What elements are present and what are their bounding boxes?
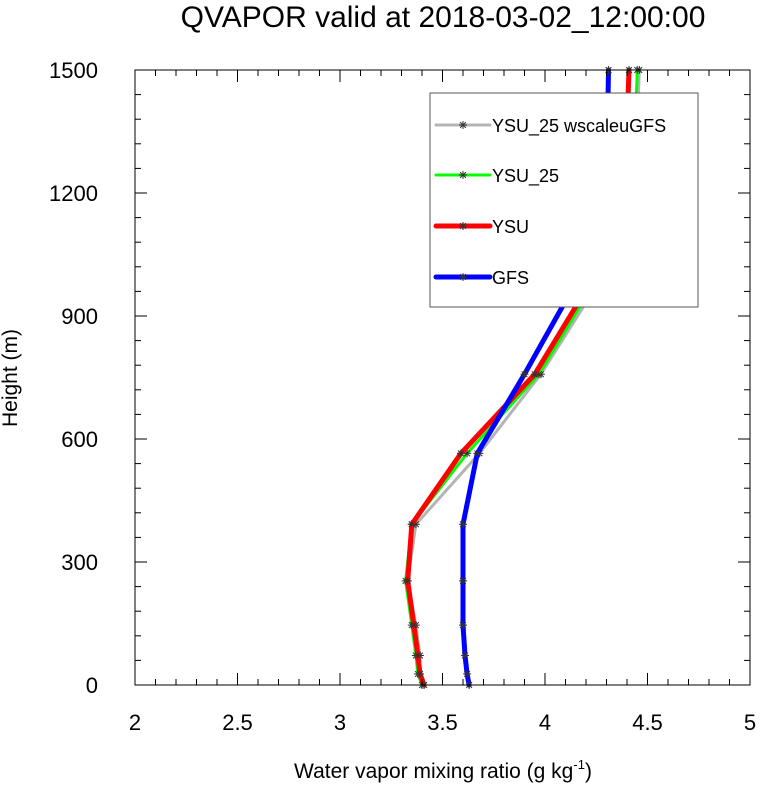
legend-label: YSU xyxy=(492,217,529,237)
marker-stroke xyxy=(459,577,467,585)
x-axis-label-main: Water vapor mixing ratio (g kg xyxy=(294,760,573,783)
x-axis-label: Water vapor mixing ratio (g kg-1) xyxy=(294,757,592,783)
marker-stroke xyxy=(531,370,538,378)
y-tick-label: 600 xyxy=(61,427,98,452)
data-point-marker xyxy=(473,449,482,458)
marker-stroke xyxy=(414,652,422,659)
x-tick-label: 2.5 xyxy=(222,710,253,735)
axes: 2 2.5 3 3.5 4 4.5 5 0 300 600 900 1200 1500 xyxy=(49,58,756,735)
marker-stroke xyxy=(521,370,528,378)
legend-marker xyxy=(459,171,467,179)
y-tick-label: 300 xyxy=(61,550,98,575)
x-axis-label-tail: ) xyxy=(585,760,592,783)
x-tick-label: 4 xyxy=(539,710,551,735)
x-tick-label: 4.5 xyxy=(632,710,663,735)
y-tick-label: 1200 xyxy=(49,181,98,206)
marker-stroke xyxy=(410,621,418,629)
legend-entry-1: YSU_25 wscaleuGFS xyxy=(434,116,666,137)
legend-entry-3: YSU xyxy=(433,217,529,237)
x-tick-label: 3 xyxy=(334,710,346,735)
legend-entry-4: GFS xyxy=(433,268,529,288)
data-point-marker xyxy=(459,576,467,585)
data-point-marker xyxy=(407,520,416,529)
marker-stroke xyxy=(404,577,411,585)
y-tick-label: 0 xyxy=(86,673,98,698)
data-point-marker xyxy=(459,520,467,529)
legend-label: GFS xyxy=(492,268,529,288)
legend: YSU_25 wscaleuGFS YSU_25 YSU GFS xyxy=(429,92,699,308)
marker-stroke xyxy=(459,222,467,230)
legend-box xyxy=(429,92,699,308)
marker-stroke xyxy=(408,521,415,528)
data-point-marker xyxy=(413,651,422,660)
data-point-marker xyxy=(403,576,412,585)
data-point-marker xyxy=(461,651,470,660)
marker-stroke xyxy=(457,450,465,457)
data-point-marker xyxy=(459,621,467,630)
data-point-marker xyxy=(456,449,465,458)
marker-stroke xyxy=(416,670,424,678)
marker-stroke xyxy=(463,450,471,457)
data-point-marker xyxy=(409,621,418,630)
chart-title: QVAPOR valid at 2018-03-02_12:00:00 xyxy=(181,1,706,34)
y-tick-label: 900 xyxy=(61,304,98,329)
legend-marker xyxy=(459,222,467,230)
y-tick-label: 1500 xyxy=(49,58,98,83)
marker-stroke xyxy=(459,521,467,528)
y-axis-label: Height (m) xyxy=(0,329,22,427)
data-point-marker xyxy=(415,669,424,678)
legend-entry-2: YSU_25 xyxy=(434,166,559,187)
x-tick-label: 5 xyxy=(744,710,756,735)
legend-marker xyxy=(459,273,467,281)
legend-label: YSU_25 wscaleuGFS xyxy=(492,116,666,137)
data-point-marker xyxy=(520,370,529,379)
x-tick-label: 3.5 xyxy=(427,710,458,735)
x-axis-label-superscript: -1 xyxy=(573,757,585,772)
marker-stroke xyxy=(474,450,481,457)
x-tick-label: 2 xyxy=(129,710,141,735)
legend-label: YSU_25 xyxy=(492,166,559,187)
marker-stroke xyxy=(463,670,471,678)
data-point-marker xyxy=(530,370,539,379)
marker-stroke xyxy=(459,121,467,129)
marker-stroke xyxy=(461,652,469,659)
marker-stroke xyxy=(459,273,467,281)
legend-marker xyxy=(459,121,467,129)
marker-stroke xyxy=(459,171,467,179)
marker-stroke xyxy=(459,621,467,629)
data-point-marker xyxy=(463,669,472,678)
